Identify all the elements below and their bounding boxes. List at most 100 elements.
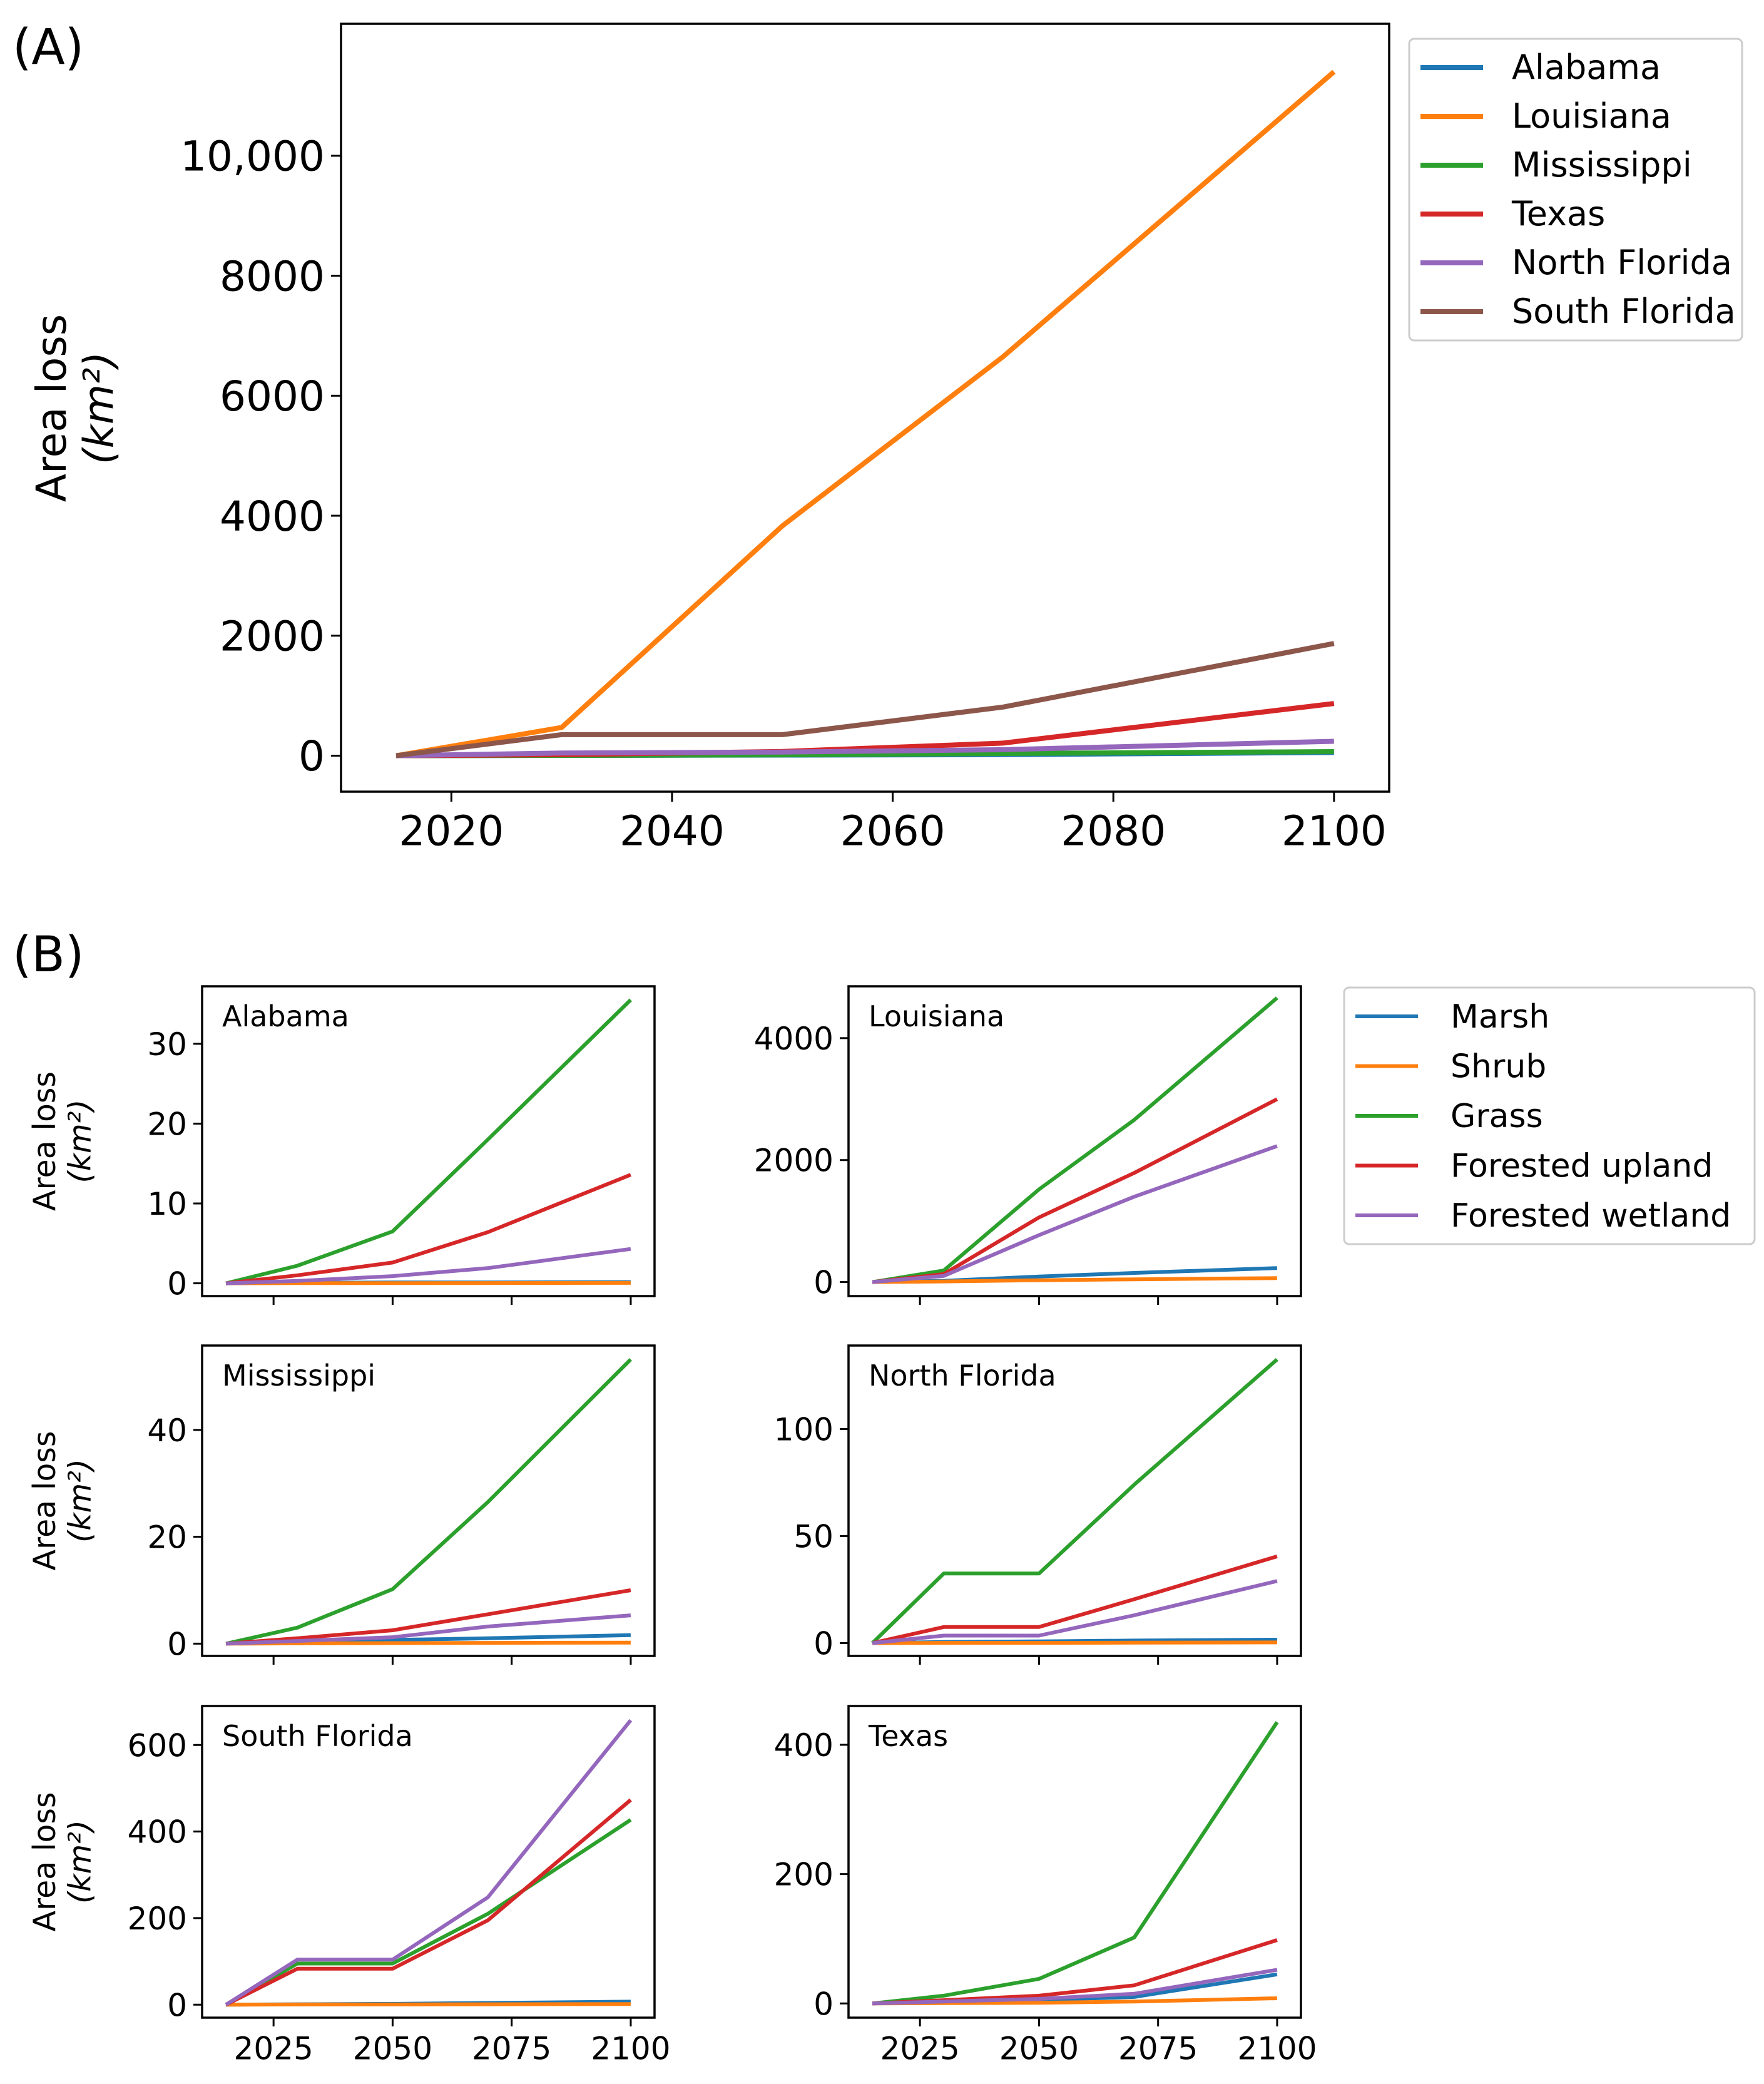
y-axis-unit: (km²) (63, 1459, 98, 1543)
y-tick-label: 0 (167, 1626, 187, 1662)
x-tick-label: 2080 (1061, 807, 1166, 855)
legend-label-mississippi: Mississippi (1512, 145, 1692, 185)
line-shrub (226, 2002, 631, 2007)
y-tick-label: 600 (128, 1727, 187, 1764)
legend-label-south-florida: South Florida (1512, 292, 1736, 331)
x-tick-label: 2075 (472, 2031, 551, 2067)
legend-label-louisiana: Louisiana (1512, 96, 1671, 136)
line-grass (872, 1721, 1279, 2006)
x-tick-label: 2050 (999, 2031, 1079, 2067)
x-tick-label: 2100 (1282, 807, 1387, 855)
y-tick-label: 30 (147, 1026, 187, 1063)
y-tick-label: 200 (128, 1901, 187, 1937)
plot-frame (340, 23, 1390, 793)
line-shrub (872, 1276, 1277, 1284)
y-tick-label: 0 (298, 732, 325, 780)
y-tick-label: 100 (774, 1411, 834, 1448)
line-grass (872, 996, 1278, 1284)
y-tick-label: 4000 (220, 493, 325, 541)
line-forested-upland (872, 1555, 1278, 1645)
plot-frame (847, 1705, 1302, 2019)
y-tick-label: 4000 (754, 1021, 834, 1057)
y-axis-unit: (km²) (75, 352, 123, 464)
plot-frame (201, 1705, 656, 2019)
subplot-title: Mississippi (222, 1359, 375, 1392)
line-forested-upland (872, 1097, 1278, 1284)
y-axis-unit: (km²) (63, 1100, 98, 1183)
legend-label-forested-upland: Forested upland (1450, 1148, 1713, 1185)
y-axis-label-text: Area loss (28, 314, 76, 502)
x-tick-label: 2040 (619, 807, 725, 855)
y-tick-label: 200 (774, 1857, 834, 1893)
x-tick-label: 2025 (880, 2031, 960, 2067)
legend-box (1408, 38, 1743, 342)
y-tick-label: 2000 (220, 613, 325, 661)
y-axis-label: Area loss(km²) (27, 1792, 98, 1932)
subplot-north-florida: 0 50 100 North Florida (774, 1344, 1302, 1665)
x-tick-label: 2050 (353, 2031, 432, 2067)
legend-label-north-florida: North Florida (1512, 243, 1732, 282)
y-tick-label: 50 (793, 1518, 834, 1555)
y-axis-label-text: Area loss (27, 1431, 63, 1571)
y-tick-label: 400 (774, 1727, 834, 1764)
panel-a-label: (A) (13, 19, 84, 76)
y-tick-label: 0 (813, 1986, 834, 2022)
subplot-title: South Florida (222, 1719, 413, 1753)
y-axis-label-text: Area loss (27, 1792, 63, 1932)
line-south-florida (395, 641, 1335, 759)
subplot-alabama: 0 10 20 30 Alabama Area loss(km²) (27, 985, 656, 1305)
x-tick-label: 2060 (840, 807, 946, 855)
line-grass (871, 1357, 1278, 1645)
line-grass (225, 1818, 632, 2006)
y-axis-unit: (km²) (63, 1820, 98, 1904)
line-north-florida (396, 738, 1334, 759)
legend-label-texas: Texas (1511, 194, 1605, 233)
x-tick-label: 2020 (399, 807, 504, 855)
plot-frame (847, 985, 1302, 1297)
legend-label-shrub: Shrub (1450, 1048, 1546, 1086)
y-tick-label: 10,000 (180, 133, 325, 181)
line-louisiana (395, 69, 1336, 759)
line-forested-wetland (872, 1579, 1278, 1645)
line-forested-wetland (872, 1144, 1278, 1284)
line-forested-wetland (225, 1719, 633, 2006)
y-tick-label: 0 (167, 1987, 187, 2023)
y-axis-label: Area loss(km²) (27, 1071, 98, 1211)
subplot-title: Louisiana (869, 999, 1004, 1033)
line-forested-upland (225, 1173, 632, 1285)
y-tick-label: 0 (167, 1266, 187, 1302)
x-tick-label: 2100 (1237, 2031, 1317, 2067)
y-axis-label-text: Area loss (27, 1071, 63, 1211)
legend-label-marsh: Marsh (1450, 998, 1549, 1036)
x-tick-label: 2075 (1118, 2031, 1198, 2067)
y-tick-label: 8000 (220, 252, 325, 300)
plot-frame (201, 1344, 656, 1657)
y-tick-label: 20 (147, 1520, 187, 1556)
plot-frame (201, 985, 656, 1297)
line-forested-wetland (872, 1968, 1278, 2006)
legend-label-forested-wetland: Forested wetland (1450, 1197, 1731, 1235)
plot-frame (847, 1344, 1302, 1657)
subplot-title: Texas (868, 1719, 948, 1753)
line-grass (225, 998, 632, 1285)
subplot-mississippi: 0 20 40 Mississippi Area loss(km²) (27, 1344, 656, 1665)
subplot-louisiana: 0 2000 4000 Louisiana (754, 985, 1302, 1305)
y-tick-label: 20 (147, 1106, 187, 1142)
y-tick-label: 10 (147, 1186, 187, 1222)
y-tick-label: 6000 (220, 372, 325, 421)
panel-a-chart: 0 2000 4000 6000 8000 10,000 2020 2040 2060 2080 2… (28, 23, 1743, 855)
panel-b-label: (B) (13, 927, 84, 983)
subplot-title: North Florida (869, 1359, 1056, 1392)
x-tick-label: 2100 (591, 2031, 670, 2067)
y-tick-label: 40 (147, 1412, 187, 1449)
legend-label-alabama: Alabama (1512, 48, 1661, 87)
line-forested-wetland (225, 1613, 631, 1646)
subplot-south-florida: 0 200 400 600 2025 2050 2075 2100 South Florida A… (27, 1705, 671, 2067)
y-tick-label: 400 (128, 1814, 187, 1851)
legend-label-grass: Grass (1450, 1098, 1543, 1135)
line-shrub (872, 1640, 1277, 1645)
line-forested-upland (872, 1938, 1278, 2006)
x-tick-label: 2025 (234, 2031, 314, 2067)
